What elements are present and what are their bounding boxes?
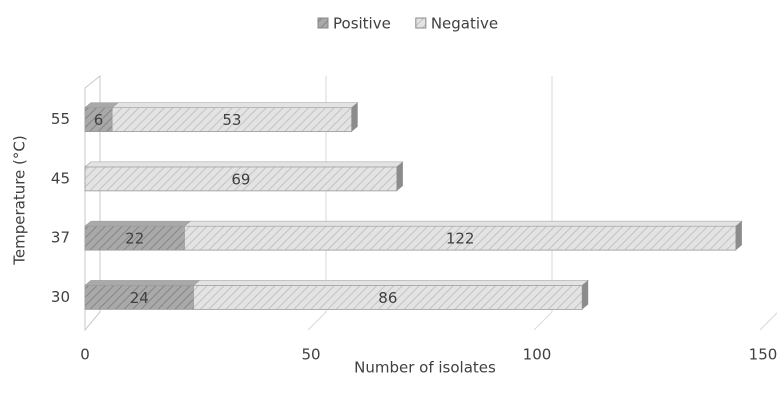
x-axis-title: Number of isolates — [354, 359, 496, 377]
data-label: 24 — [130, 289, 149, 307]
bar-top — [183, 220, 743, 227]
bar-end — [396, 161, 403, 191]
legend-label: Negative — [431, 15, 498, 33]
legend-swatch — [415, 17, 427, 29]
bar-top — [84, 280, 201, 286]
grid-line-floor — [307, 311, 327, 331]
bar — [84, 166, 398, 192]
data-label: 69 — [231, 170, 250, 188]
data-label: 53 — [222, 111, 241, 129]
bar-top — [192, 280, 590, 286]
y-tick-label: 37 — [51, 229, 70, 247]
bar — [184, 225, 737, 251]
bar — [84, 107, 113, 133]
bar-top — [84, 161, 404, 168]
x-tick-label: 150 — [749, 346, 777, 364]
bar-end — [582, 280, 589, 310]
bar — [84, 284, 194, 310]
bar-top — [111, 102, 359, 108]
y-tick-label: 30 — [51, 288, 70, 306]
bar — [111, 107, 353, 133]
data-label: 86 — [378, 289, 397, 307]
legend-swatch — [317, 17, 329, 29]
x-tick-label: 100 — [523, 346, 552, 364]
y-axis-title: Temperature (°C) — [11, 135, 29, 265]
bar-top — [84, 220, 192, 227]
legend-label: Positive — [333, 15, 391, 33]
bar — [84, 225, 185, 251]
y-tick-label: 45 — [51, 169, 70, 187]
bar-end — [351, 102, 358, 132]
grid-line-floor — [759, 312, 777, 331]
x-tick-label: 0 — [80, 346, 90, 364]
grid-line-floor — [533, 311, 553, 331]
data-label: 122 — [446, 230, 475, 248]
data-label: 6 — [94, 111, 104, 129]
data-label: 22 — [125, 230, 144, 248]
bar-end — [735, 221, 742, 251]
y-tick-label: 55 — [51, 110, 70, 128]
x-tick-label: 50 — [301, 346, 320, 364]
